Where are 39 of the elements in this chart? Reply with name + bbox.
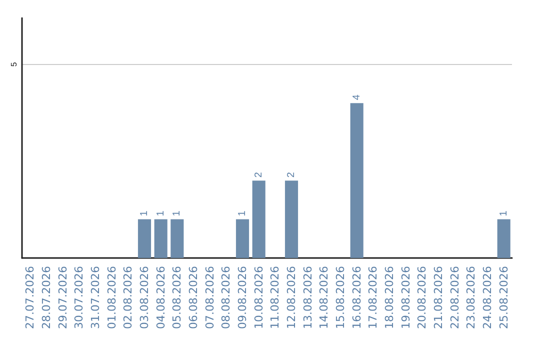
x-tick-label: 31.07.2026 xyxy=(89,266,102,330)
x-tick-label: 15.08.2026 xyxy=(334,266,347,330)
x-tick-label: 13.08.2026 xyxy=(301,266,314,330)
x-tick-label: 12.08.2026 xyxy=(285,266,298,330)
x-tick-label: 21.08.2026 xyxy=(432,266,445,330)
y-tick-label: 5 xyxy=(10,62,18,67)
data-label: 1 xyxy=(155,210,166,216)
data-label: 1 xyxy=(498,210,510,216)
x-tick-label: 16.08.2026 xyxy=(350,266,364,330)
x-tick-label: 19.08.2026 xyxy=(399,266,412,330)
data-label: 1 xyxy=(237,210,248,216)
x-tick-label: 22.08.2026 xyxy=(448,266,462,330)
x-tick-label: 08.08.2026 xyxy=(220,266,233,330)
x-tick-label: 29.07.2026 xyxy=(56,266,70,330)
data-label: 1 xyxy=(139,210,150,216)
data-label: 4 xyxy=(351,94,362,100)
x-tick-label: 01.08.2026 xyxy=(105,266,118,330)
x-tick-label: 20.08.2026 xyxy=(416,266,429,330)
x-tick-label: 10.08.2026 xyxy=(252,266,266,330)
x-tick-label: 14.08.2026 xyxy=(318,266,331,330)
x-tick-label: 24.08.2026 xyxy=(481,266,494,330)
x-tick-label: 18.08.2026 xyxy=(383,266,396,330)
data-label: 1 xyxy=(172,210,183,216)
x-tick-label: 25.08.2026 xyxy=(497,266,510,330)
x-tick-label: 11.08.2026 xyxy=(268,266,282,330)
x-tick-label: 30.07.2026 xyxy=(72,266,86,330)
x-tick-label: 06.08.2026 xyxy=(187,266,200,330)
x-tick-label: 07.08.2026 xyxy=(203,266,216,330)
x-tick-label: 23.08.2026 xyxy=(464,266,478,330)
x-tick-label: 05.08.2026 xyxy=(170,266,184,330)
x-tick-label: 27.07.2026 xyxy=(24,266,37,330)
data-label: 2 xyxy=(253,172,264,178)
x-tick-label: 28.07.2026 xyxy=(40,266,53,330)
x-tick-label: 02.08.2026 xyxy=(122,266,135,330)
x-tick-label: 03.08.2026 xyxy=(138,266,151,330)
data-label: 2 xyxy=(286,172,297,178)
x-tick-label: 04.08.2026 xyxy=(154,266,168,330)
x-tick-label: 17.08.2026 xyxy=(366,266,380,330)
x-tick-label: 09.08.2026 xyxy=(236,266,249,330)
